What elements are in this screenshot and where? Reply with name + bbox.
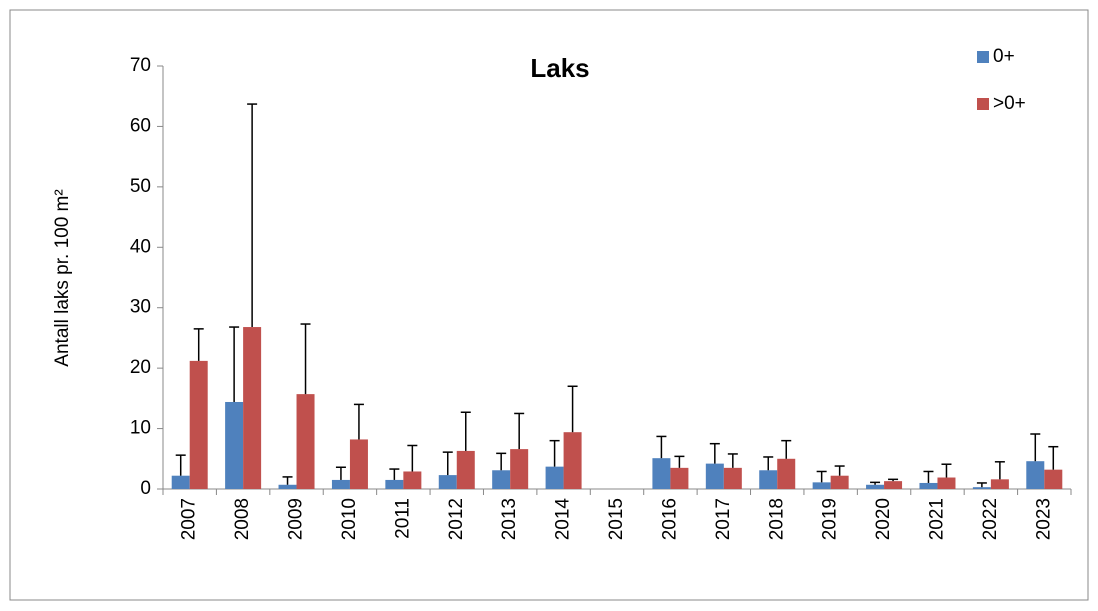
bar bbox=[652, 458, 671, 489]
x-tick-label: 2009 bbox=[286, 498, 307, 540]
x-tick-label: 2018 bbox=[766, 498, 787, 540]
bar bbox=[403, 471, 422, 489]
x-tick-label: 2008 bbox=[232, 498, 253, 540]
bar bbox=[759, 470, 778, 489]
x-tick-label: 2013 bbox=[499, 498, 520, 540]
legend-swatch bbox=[977, 51, 989, 63]
y-tick-label: 30 bbox=[130, 297, 151, 318]
bar bbox=[278, 484, 297, 489]
y-tick-label: 20 bbox=[130, 357, 151, 378]
bar bbox=[296, 394, 315, 489]
bar bbox=[990, 479, 1009, 489]
x-tick-label: 2011 bbox=[392, 498, 413, 539]
x-tick-label: 2012 bbox=[446, 498, 467, 540]
bar bbox=[225, 401, 244, 489]
x-tick-label: 2017 bbox=[713, 498, 734, 540]
y-tick-label: 70 bbox=[130, 55, 151, 76]
bar bbox=[456, 450, 475, 489]
legend-label: >0+ bbox=[993, 93, 1026, 114]
bar bbox=[972, 487, 991, 489]
y-tick-label: 0 bbox=[140, 478, 151, 499]
bar bbox=[563, 432, 582, 489]
bar bbox=[884, 481, 903, 489]
bar bbox=[812, 482, 831, 489]
bar bbox=[243, 327, 262, 489]
bar bbox=[510, 449, 529, 489]
bar bbox=[385, 479, 404, 489]
bar bbox=[438, 475, 457, 489]
legend-label: 0+ bbox=[993, 46, 1015, 67]
y-tick-label: 60 bbox=[130, 115, 151, 136]
bar bbox=[1044, 469, 1063, 489]
bar bbox=[705, 463, 724, 489]
x-tick-label: 2019 bbox=[820, 498, 841, 540]
x-tick-label: 2015 bbox=[606, 498, 627, 540]
y-tick-label: 40 bbox=[130, 236, 151, 257]
bar bbox=[777, 458, 796, 489]
y-axis-label: Antall laks pr. 100 m² bbox=[52, 189, 73, 366]
bar bbox=[1026, 461, 1045, 489]
bar bbox=[723, 467, 742, 489]
bar bbox=[492, 470, 511, 489]
bar bbox=[937, 477, 956, 489]
bar bbox=[349, 439, 368, 489]
x-tick-label: 2021 bbox=[926, 498, 947, 540]
x-tick-label: 2023 bbox=[1033, 498, 1054, 540]
x-tick-label: 2016 bbox=[659, 498, 680, 540]
bar bbox=[670, 467, 689, 489]
chart-frame bbox=[9, 9, 1089, 601]
bar bbox=[189, 360, 208, 489]
bar bbox=[545, 466, 564, 489]
bar bbox=[919, 482, 938, 489]
legend-swatch bbox=[977, 98, 989, 110]
bar bbox=[830, 475, 849, 489]
y-tick-label: 10 bbox=[130, 418, 151, 439]
x-tick-label: 2014 bbox=[553, 498, 574, 541]
x-tick-label: 2020 bbox=[873, 498, 894, 540]
x-tick-label: 2010 bbox=[339, 498, 360, 540]
bar bbox=[331, 479, 350, 489]
x-tick-label: 2007 bbox=[179, 498, 200, 540]
bar bbox=[171, 475, 190, 489]
x-tick-label: 2022 bbox=[980, 498, 1001, 540]
chart-title: Laks bbox=[530, 53, 589, 83]
y-tick-label: 50 bbox=[130, 176, 151, 197]
bar bbox=[866, 484, 885, 489]
